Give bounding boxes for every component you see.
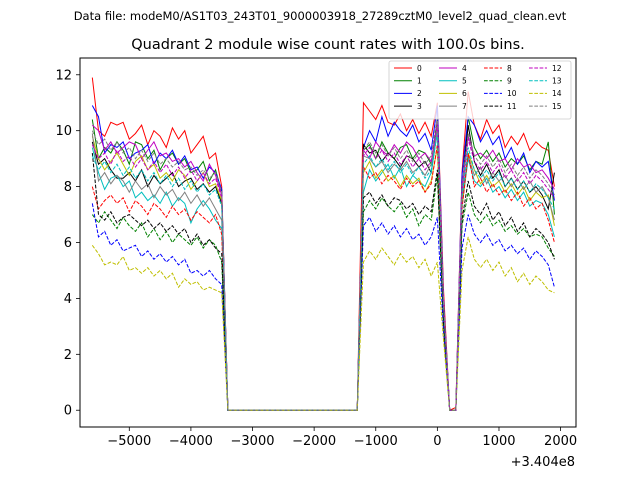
legend-label-15: 15 xyxy=(552,102,562,111)
legend-label-7: 7 xyxy=(462,102,467,111)
legend-label-4: 4 xyxy=(462,64,467,73)
series-line-13 xyxy=(91,133,555,411)
y-tick-label: 4 xyxy=(64,292,72,307)
series-line-2 xyxy=(91,105,555,411)
legend-label-14: 14 xyxy=(552,89,562,98)
legend-label-11: 11 xyxy=(507,102,517,111)
chart-title: Quadrant 2 module wise count rates with … xyxy=(131,37,525,53)
x-tick-label: −1000 xyxy=(354,434,398,449)
series-line-5 xyxy=(91,130,555,411)
legend-label-12: 12 xyxy=(552,64,562,73)
legend-label-8: 8 xyxy=(507,64,512,73)
x-tick-label: 2000 xyxy=(544,434,577,449)
legend-label-13: 13 xyxy=(552,77,562,86)
legend-label-0: 0 xyxy=(417,64,422,73)
suptitle: Data file: modeM0/AS1T03_243T01_90000039… xyxy=(74,9,567,23)
series-layer xyxy=(91,77,555,411)
legend-label-6: 6 xyxy=(462,89,467,98)
x-tick-label: −4000 xyxy=(169,434,213,449)
y-tick-label: 12 xyxy=(55,68,72,83)
series-line-0 xyxy=(91,77,555,411)
y-tick-label: 8 xyxy=(64,180,72,195)
x-tick-label: −2000 xyxy=(292,434,336,449)
series-line-7 xyxy=(91,130,555,411)
series-line-1 xyxy=(91,116,555,411)
x-offset-label: +3.404e8 xyxy=(511,455,575,470)
x-tick-label: −5000 xyxy=(107,434,151,449)
legend-label-3: 3 xyxy=(417,102,422,111)
series-line-9 xyxy=(91,175,555,411)
y-tick-label: 2 xyxy=(64,348,72,363)
series-line-6 xyxy=(91,136,555,411)
series-line-11 xyxy=(91,153,555,411)
legend-label-1: 1 xyxy=(417,77,422,86)
y-tick-label: 10 xyxy=(55,124,72,139)
series-line-15 xyxy=(91,116,555,411)
x-tick-label: 1000 xyxy=(482,434,515,449)
plot-area xyxy=(80,58,576,427)
series-line-14 xyxy=(91,236,555,411)
legend-label-9: 9 xyxy=(507,77,512,86)
legend-label-5: 5 xyxy=(462,77,467,86)
tick-layer: −5000 −4000 −3000 −2000 −1000 0 1000 2000 0 2 4 6 8 1… xyxy=(55,68,577,449)
legend-label-2: 2 xyxy=(417,89,422,98)
legend-frame xyxy=(388,60,572,120)
legend-label-10: 10 xyxy=(507,89,517,98)
plot-frame xyxy=(79,57,577,428)
x-tick-label: 0 xyxy=(433,434,441,449)
x-tick-label: −3000 xyxy=(231,434,275,449)
y-tick-label: 6 xyxy=(64,236,72,251)
y-tick-label: 0 xyxy=(64,404,72,419)
series-line-3 xyxy=(91,125,555,411)
series-line-8 xyxy=(91,144,555,411)
